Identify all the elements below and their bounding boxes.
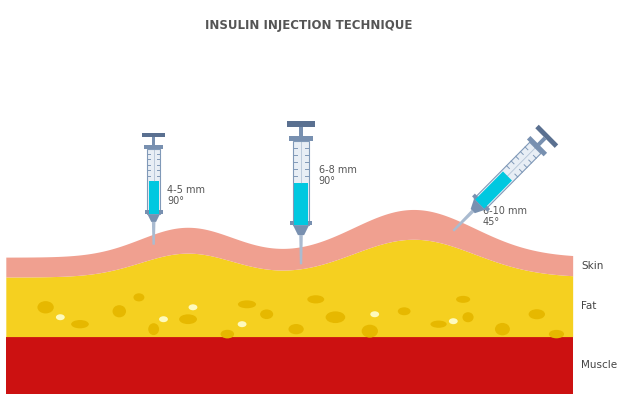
Text: 90°: 90° <box>167 196 185 206</box>
Polygon shape <box>293 141 309 225</box>
Ellipse shape <box>56 314 64 320</box>
Ellipse shape <box>326 311 345 323</box>
Polygon shape <box>152 222 155 245</box>
Polygon shape <box>6 337 573 394</box>
Ellipse shape <box>238 321 247 327</box>
Ellipse shape <box>71 320 89 328</box>
Polygon shape <box>149 181 158 214</box>
Ellipse shape <box>371 311 379 317</box>
Ellipse shape <box>148 323 159 335</box>
Polygon shape <box>147 149 160 214</box>
Ellipse shape <box>456 296 470 303</box>
Ellipse shape <box>159 316 168 322</box>
Polygon shape <box>475 171 512 208</box>
Text: 4-5 mm: 4-5 mm <box>167 185 205 195</box>
Polygon shape <box>6 240 573 337</box>
Text: 90°: 90° <box>319 176 336 186</box>
Text: Fat: Fat <box>581 302 597 311</box>
Text: INSULIN INJECTION TECHNIQUE: INSULIN INJECTION TECHNIQUE <box>205 19 413 32</box>
Ellipse shape <box>362 325 378 337</box>
Ellipse shape <box>528 309 545 319</box>
Text: Skin: Skin <box>581 261 603 271</box>
Ellipse shape <box>495 323 510 335</box>
Polygon shape <box>474 142 541 210</box>
Text: 6-10 mm: 6-10 mm <box>483 206 526 216</box>
Polygon shape <box>299 235 303 264</box>
Polygon shape <box>294 183 308 225</box>
Ellipse shape <box>133 293 145 302</box>
Polygon shape <box>471 198 485 213</box>
Polygon shape <box>147 214 160 222</box>
Text: 6-8 mm: 6-8 mm <box>319 165 357 175</box>
Polygon shape <box>6 210 573 277</box>
Ellipse shape <box>463 312 474 322</box>
Polygon shape <box>535 125 558 148</box>
Polygon shape <box>534 137 546 149</box>
Polygon shape <box>472 193 490 212</box>
Polygon shape <box>287 122 316 126</box>
Text: Muscle: Muscle <box>581 360 617 370</box>
Polygon shape <box>142 133 165 137</box>
Polygon shape <box>299 126 303 141</box>
Ellipse shape <box>188 304 197 310</box>
Polygon shape <box>289 136 314 141</box>
Polygon shape <box>527 136 547 156</box>
Ellipse shape <box>431 321 447 328</box>
Ellipse shape <box>179 314 197 324</box>
Ellipse shape <box>449 318 458 324</box>
Ellipse shape <box>307 295 324 304</box>
Ellipse shape <box>113 305 126 317</box>
Ellipse shape <box>398 307 411 315</box>
Ellipse shape <box>289 324 304 334</box>
Text: 45°: 45° <box>483 217 500 227</box>
Polygon shape <box>293 225 309 235</box>
Ellipse shape <box>260 309 273 319</box>
Ellipse shape <box>238 300 256 308</box>
Polygon shape <box>145 211 163 214</box>
Ellipse shape <box>38 301 54 313</box>
Polygon shape <box>144 144 163 149</box>
Polygon shape <box>453 210 474 232</box>
Polygon shape <box>152 137 155 149</box>
Ellipse shape <box>220 330 234 338</box>
Polygon shape <box>290 221 312 225</box>
Ellipse shape <box>549 330 564 338</box>
